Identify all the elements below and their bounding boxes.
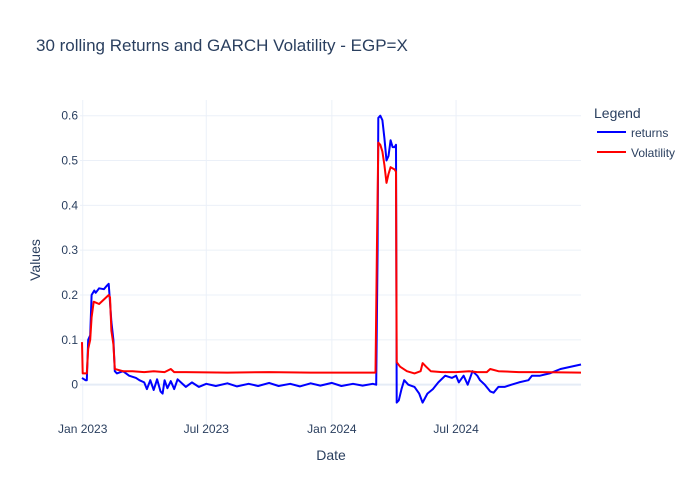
y-tick-label: 0.4 (61, 198, 78, 212)
legend-item-volatility[interactable]: Volatility (597, 146, 675, 160)
y-axis-title: Values (27, 239, 43, 281)
x-gridlines (82, 100, 457, 425)
legend-title: Legend (594, 105, 641, 121)
y-tick-label: 0 (71, 378, 78, 392)
y-gridlines (80, 115, 581, 341)
x-tick-label: Jan 2024 (307, 422, 357, 436)
series-line-volatility (81, 141, 582, 375)
x-axis-title: Date (316, 447, 346, 463)
legend-label-returns: returns (631, 126, 668, 140)
y-tick-label: 0.5 (61, 154, 78, 168)
x-tick-label: Jan 2023 (58, 422, 108, 436)
legend-item-returns[interactable]: returns (597, 126, 668, 140)
x-tick-label: Jul 2024 (433, 422, 479, 436)
y-axis-ticks: 0 0.1 0.2 0.3 0.4 0.5 0.6 (61, 109, 78, 392)
x-axis-ticks: Jan 2023 Jul 2023 Jan 2024 Jul 2024 (58, 422, 479, 436)
y-tick-label: 0.6 (61, 109, 78, 123)
y-tick-label: 0.1 (61, 333, 78, 347)
y-tick-label: 0.2 (61, 288, 78, 302)
series-layer (81, 114, 582, 404)
legend-label-volatility: Volatility (631, 146, 675, 160)
legend: Legend returns Volatility (594, 105, 675, 160)
x-tick-label: Jul 2023 (184, 422, 230, 436)
chart-title: 30 rolling Returns and GARCH Volatility … (36, 36, 408, 55)
y-tick-label: 0.3 (61, 243, 78, 257)
